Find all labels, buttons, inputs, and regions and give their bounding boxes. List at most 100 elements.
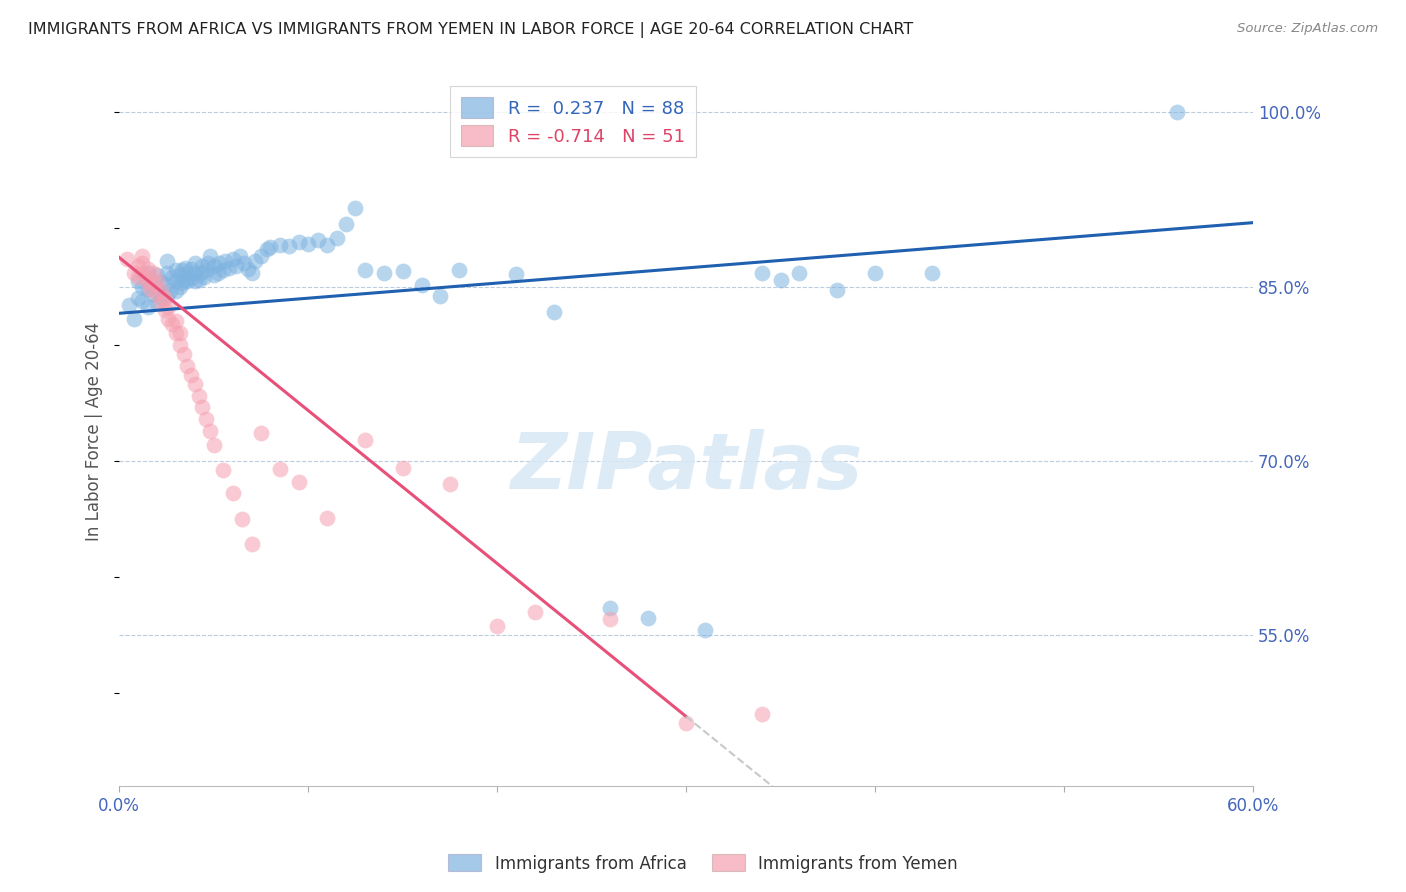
- Point: [160, 270, 183, 285]
- Point: [136, 266, 159, 280]
- Point: [269, 462, 291, 476]
- Point: [259, 240, 281, 254]
- Point: [138, 282, 160, 296]
- Point: [169, 326, 191, 340]
- Point: [599, 612, 621, 626]
- Point: [278, 239, 301, 253]
- Point: [127, 291, 149, 305]
- Point: [160, 317, 183, 331]
- Text: ZIPatlas: ZIPatlas: [510, 429, 862, 505]
- Point: [250, 249, 273, 263]
- Point: [789, 266, 811, 280]
- Point: [159, 284, 181, 298]
- Point: [637, 610, 659, 624]
- Point: [316, 510, 339, 524]
- Point: [202, 268, 225, 282]
- Point: [115, 252, 138, 266]
- Point: [391, 264, 413, 278]
- Point: [131, 293, 153, 308]
- Point: [174, 272, 197, 286]
- Point: [354, 263, 377, 277]
- Point: [190, 266, 212, 280]
- Point: [155, 254, 177, 268]
- Point: [127, 270, 149, 285]
- Legend: R =  0.237   N = 88, R = -0.714   N = 51: R = 0.237 N = 88, R = -0.714 N = 51: [450, 87, 696, 157]
- Point: [118, 298, 141, 312]
- Point: [142, 266, 165, 280]
- Point: [335, 217, 357, 231]
- Point: [173, 347, 195, 361]
- Point: [218, 260, 240, 275]
- Point: [245, 254, 267, 268]
- Point: [174, 260, 197, 275]
- Point: [149, 275, 172, 289]
- Point: [202, 259, 225, 273]
- Point: [146, 274, 169, 288]
- Point: [751, 266, 773, 280]
- Point: [142, 277, 165, 292]
- Point: [176, 266, 198, 280]
- Point: [165, 314, 187, 328]
- Point: [187, 389, 209, 403]
- Point: [287, 235, 309, 250]
- Point: [142, 286, 165, 301]
- Point: [439, 477, 461, 491]
- Point: [135, 270, 157, 285]
- Point: [127, 274, 149, 288]
- Point: [197, 256, 219, 270]
- Point: [599, 601, 621, 615]
- Point: [180, 368, 202, 382]
- Point: [169, 337, 191, 351]
- Point: [202, 437, 225, 451]
- Point: [240, 537, 263, 551]
- Point: [176, 359, 198, 373]
- Point: [297, 236, 319, 251]
- Point: [212, 263, 235, 277]
- Point: [184, 256, 207, 270]
- Point: [169, 279, 191, 293]
- Point: [176, 274, 198, 288]
- Point: [195, 412, 218, 426]
- Point: [124, 312, 146, 326]
- Point: [191, 259, 214, 273]
- Point: [155, 277, 177, 292]
- Point: [180, 271, 202, 285]
- Point: [127, 259, 149, 273]
- Point: [693, 624, 716, 638]
- Point: [863, 266, 886, 280]
- Point: [157, 312, 180, 326]
- Point: [208, 256, 231, 270]
- Point: [307, 233, 329, 247]
- Point: [184, 377, 207, 392]
- Point: [146, 286, 169, 301]
- Point: [391, 460, 413, 475]
- Point: [191, 401, 214, 415]
- Point: [921, 266, 943, 280]
- Point: [195, 263, 218, 277]
- Point: [149, 295, 172, 310]
- Point: [146, 282, 169, 296]
- Point: [165, 263, 187, 277]
- Point: [157, 301, 180, 315]
- Point: [250, 425, 273, 440]
- Point: [131, 256, 153, 270]
- Point: [169, 268, 191, 282]
- Point: [449, 263, 471, 277]
- Point: [240, 266, 263, 280]
- Point: [523, 605, 546, 619]
- Point: [751, 707, 773, 722]
- Y-axis label: In Labor Force | Age 20-64: In Labor Force | Age 20-64: [86, 322, 103, 541]
- Point: [316, 237, 339, 252]
- Point: [411, 278, 433, 293]
- Point: [131, 249, 153, 263]
- Point: [769, 272, 792, 286]
- Point: [184, 266, 207, 280]
- Point: [325, 231, 347, 245]
- Point: [214, 254, 236, 268]
- Point: [236, 262, 259, 277]
- Point: [131, 279, 153, 293]
- Point: [212, 463, 235, 477]
- Point: [233, 256, 256, 270]
- Point: [287, 475, 309, 489]
- Point: [1166, 105, 1188, 120]
